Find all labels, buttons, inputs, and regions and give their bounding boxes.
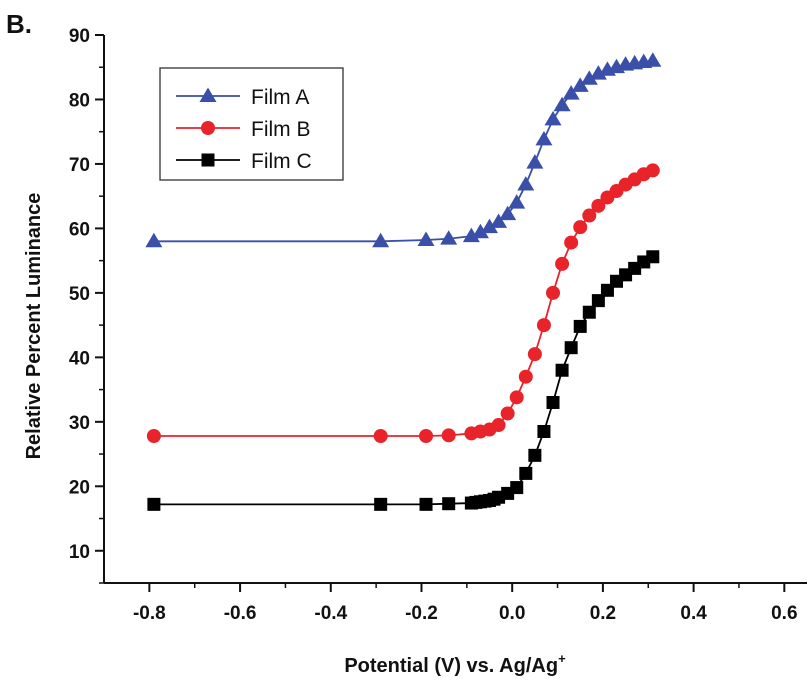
data-point-film-c bbox=[519, 466, 533, 480]
data-point-film-a bbox=[562, 85, 580, 100]
legend-entry-film-b: Film B bbox=[176, 118, 311, 141]
data-point-film-a bbox=[440, 230, 458, 245]
data-point-film-a bbox=[580, 70, 598, 85]
data-point-film-c bbox=[564, 341, 578, 355]
y-axis-ticks: 10 20 30 40 50 60 70 80 90 bbox=[69, 26, 104, 584]
data-point-film-a bbox=[526, 154, 544, 169]
data-point-film-a bbox=[571, 77, 589, 92]
data-point-film-b bbox=[441, 428, 456, 443]
data-point-film-a bbox=[471, 223, 489, 239]
series-film-a bbox=[145, 52, 662, 248]
data-point-film-c bbox=[573, 319, 587, 333]
data-point-film-b bbox=[509, 390, 524, 405]
x-tick-label: -0.4 bbox=[314, 603, 347, 624]
x-tick-label: 0.4 bbox=[680, 603, 707, 624]
y-tick-label: 50 bbox=[69, 284, 90, 305]
data-point-film-a bbox=[490, 213, 508, 228]
data-point-film-b bbox=[546, 285, 561, 300]
data-point-film-a bbox=[499, 205, 517, 221]
data-point-film-a bbox=[145, 232, 163, 248]
x-tick-label: 0.6 bbox=[771, 603, 797, 624]
data-point-film-b bbox=[518, 369, 533, 384]
legend-label-film-c: Film C bbox=[251, 150, 312, 173]
data-point-film-c bbox=[442, 497, 456, 511]
series-layer bbox=[145, 52, 662, 511]
data-point-film-a bbox=[553, 96, 571, 112]
data-point-film-b bbox=[527, 347, 542, 362]
data-point-film-b bbox=[591, 198, 606, 213]
x-tick-label: -0.8 bbox=[133, 603, 166, 624]
legend-label-film-a: Film A bbox=[251, 86, 309, 109]
legend-label-film-b: Film B bbox=[251, 118, 311, 141]
data-point-film-c bbox=[582, 305, 596, 319]
y-tick-label: 80 bbox=[69, 90, 90, 111]
data-point-film-c bbox=[537, 424, 551, 438]
x-tick-label: 0.0 bbox=[499, 603, 525, 624]
series-film-b bbox=[146, 163, 660, 444]
data-point-film-c bbox=[546, 395, 560, 409]
data-point-film-c bbox=[528, 448, 542, 462]
legend-entry-film-c: Film C bbox=[176, 150, 312, 173]
x-tick-label: -0.6 bbox=[224, 603, 257, 624]
data-point-film-c bbox=[374, 497, 388, 511]
y-tick-label: 30 bbox=[69, 413, 90, 434]
data-point-film-b bbox=[146, 429, 161, 444]
data-point-film-b bbox=[573, 220, 588, 235]
data-point-film-b bbox=[555, 256, 570, 271]
data-point-film-b bbox=[645, 163, 660, 178]
data-point-film-c bbox=[510, 481, 524, 495]
data-point-film-a bbox=[417, 231, 435, 246]
x-tick-label: -0.2 bbox=[405, 603, 438, 624]
data-point-film-c bbox=[591, 294, 605, 308]
y-tick-label: 90 bbox=[69, 26, 90, 47]
data-point-film-c bbox=[555, 363, 569, 377]
data-point-film-b bbox=[536, 318, 551, 333]
legend-marker-film-b bbox=[201, 121, 215, 135]
data-point-film-a bbox=[535, 130, 553, 146]
y-tick-label: 20 bbox=[69, 477, 90, 498]
series-film-c bbox=[147, 250, 660, 511]
data-point-film-b bbox=[500, 406, 515, 421]
series-line-film-b bbox=[153, 169, 654, 437]
legend-marker-film-c bbox=[201, 153, 215, 167]
panel-label: B. bbox=[6, 9, 32, 39]
x-axis-ticks: -0.8 -0.6 -0.4 -0.2 0.0 0.2 0.4 0.6 bbox=[133, 583, 798, 624]
data-point-film-a bbox=[517, 176, 535, 191]
data-point-film-a bbox=[508, 194, 526, 209]
data-point-film-a bbox=[589, 65, 607, 80]
data-point-film-a bbox=[372, 232, 390, 248]
y-tick-label: 40 bbox=[69, 348, 90, 369]
data-point-film-c bbox=[419, 497, 433, 511]
y-axis-title: Relative Percent Luminance bbox=[23, 193, 45, 460]
data-point-film-a bbox=[462, 227, 480, 243]
legend: Film A Film B Film C bbox=[159, 67, 344, 181]
data-point-film-c bbox=[147, 497, 161, 511]
y-tick-label: 70 bbox=[69, 155, 90, 176]
data-point-film-b bbox=[491, 418, 506, 433]
x-axis-title: Potential (V) vs. Ag/Ag+ bbox=[344, 651, 566, 677]
data-point-film-a bbox=[481, 218, 499, 234]
legend-entry-film-a: Film A bbox=[176, 86, 309, 109]
data-point-film-c bbox=[646, 250, 660, 264]
x-axis-title-text: Potential (V) vs. Ag/Ag bbox=[344, 655, 558, 677]
legend-marker-film-a bbox=[199, 87, 217, 102]
data-point-film-b bbox=[582, 208, 597, 223]
data-point-film-a bbox=[644, 52, 662, 67]
data-point-film-b bbox=[373, 429, 388, 444]
data-point-film-b bbox=[419, 429, 434, 444]
x-axis-title-superscript: + bbox=[558, 651, 566, 666]
series-line-film-c bbox=[153, 255, 654, 506]
x-tick-label: 0.2 bbox=[590, 603, 616, 624]
y-tick-label: 60 bbox=[69, 219, 90, 240]
plot-frame bbox=[103, 35, 807, 584]
legend-box bbox=[159, 67, 344, 181]
data-point-film-b bbox=[564, 235, 579, 250]
y-tick-label: 10 bbox=[69, 542, 90, 563]
data-point-film-a bbox=[544, 110, 562, 126]
